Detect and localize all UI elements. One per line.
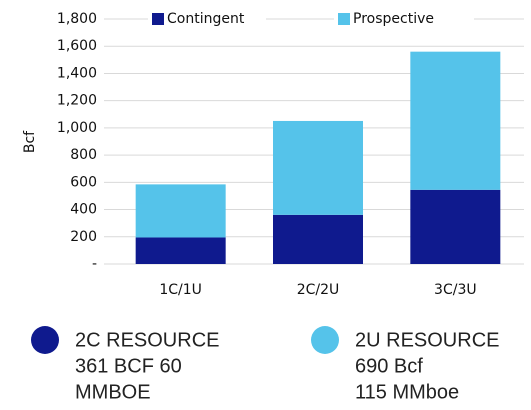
- y-tick-label: 1,600: [57, 38, 97, 54]
- annotation-text: 2C RESOURCE: [75, 329, 219, 351]
- legend-swatch: [338, 13, 350, 25]
- bar-segment: [273, 120, 363, 215]
- annotation-text: 690 Bcf: [355, 355, 423, 377]
- y-tick-label: 200: [70, 229, 97, 245]
- legend-bg: [334, 8, 474, 30]
- y-tick-label: 800: [70, 147, 97, 163]
- annotation-text: 2U RESOURCE: [355, 329, 499, 351]
- bar-segment: [273, 214, 363, 264]
- y-tick-label: 1,000: [57, 120, 97, 136]
- x-tick-label: 3C/3U: [434, 282, 477, 298]
- y-tick-label: 1,800: [57, 11, 97, 27]
- legend-label: Prospective: [353, 11, 434, 27]
- x-tick-label: 1C/1U: [159, 282, 202, 298]
- legend-bg: [148, 8, 266, 30]
- y-tick-label: 1,200: [57, 93, 97, 109]
- bar-segment: [135, 184, 226, 238]
- y-axis-label: Bcf: [22, 130, 38, 153]
- y-tick-label: 600: [70, 174, 97, 190]
- legend-label: Contingent: [167, 11, 245, 27]
- bar-segment: [410, 189, 501, 264]
- y-tick-label: -: [92, 256, 97, 272]
- y-tick-label: 1,400: [57, 65, 97, 81]
- annotation-dot: [311, 326, 339, 354]
- y-tick-label: 400: [70, 202, 97, 218]
- legend-swatch: [152, 13, 164, 25]
- annotation-text: 115 MMboe: [355, 381, 459, 403]
- bar-segment: [410, 51, 501, 190]
- annotation-text: MMBOE: [75, 381, 151, 403]
- annotation-dot: [31, 326, 59, 354]
- bar-segment: [135, 237, 226, 264]
- x-tick-label: 2C/2U: [297, 282, 340, 298]
- annotation-text: 361 BCF 60: [75, 355, 182, 377]
